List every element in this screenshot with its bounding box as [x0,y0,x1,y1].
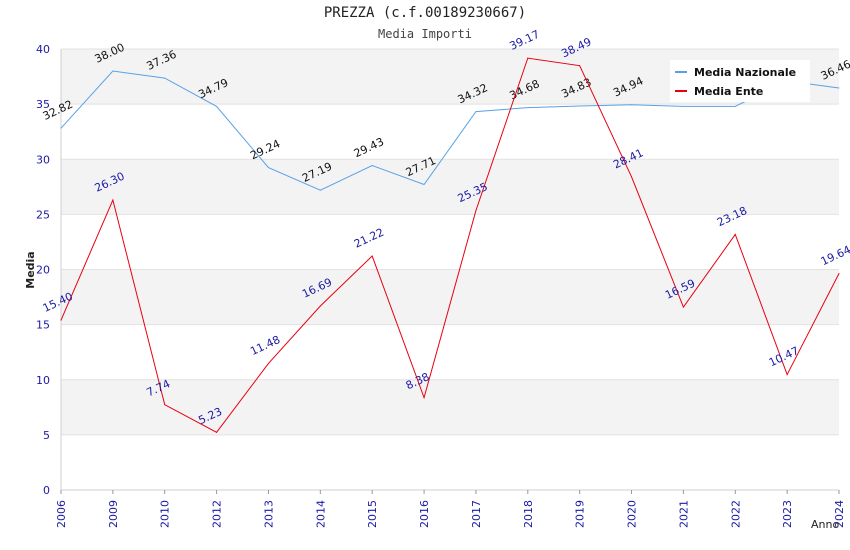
x-tick-label: 2023 [781,500,794,528]
y-tick-label: 25 [36,208,50,221]
data-point [423,183,425,185]
grid-band [61,379,839,435]
y-axis-title: Media [24,251,37,288]
data-point [579,65,581,67]
data-point [838,272,840,274]
data-point [112,199,114,201]
data-point [371,165,373,167]
data-point [527,107,529,109]
x-tick-label: 2012 [211,500,224,528]
data-point [734,233,736,235]
x-axis-title: Anno [811,518,839,531]
data-point [60,127,62,129]
series-line [60,57,840,433]
data-point [786,374,788,376]
x-tick-label: 2020 [626,500,639,528]
legend-label: Media Ente [694,85,763,98]
data-point [682,105,684,107]
data-point [423,397,425,399]
grid-band [61,159,839,215]
y-tick-label: 30 [36,153,50,166]
series-line [60,70,840,191]
data-point [475,111,477,113]
data-point [267,167,269,169]
x-tick-label: 2024 [833,500,846,528]
data-point [734,105,736,107]
data-point [631,176,633,178]
x-tick-label: 2019 [574,500,587,528]
x-tick-label: 2021 [677,500,690,528]
data-point [319,305,321,307]
data-point [838,87,840,89]
data-point [631,104,633,106]
x-tick-label: 2015 [366,500,379,528]
legend-label: Media Nazionale [694,66,796,79]
y-tick-label: 5 [43,429,50,442]
data-point [371,255,373,257]
x-tick-label: 2018 [522,500,535,528]
chart-title: PREZZA (c.f.00189230667) [323,5,527,21]
grid-band [61,214,839,270]
y-tick-label: 15 [36,319,50,332]
data-point [319,189,321,191]
x-tick-label: 2009 [107,500,120,528]
grid-band [61,104,839,160]
x-tick-label: 2014 [314,500,327,528]
chart-subtitle: Media Importi [378,27,472,41]
grid-band [61,324,839,380]
data-point [60,319,62,321]
x-tick-label: 2006 [55,500,68,528]
data-point [579,105,581,107]
data-point [682,306,684,308]
y-tick-label: 0 [43,484,50,497]
data-point [475,210,477,212]
data-point [164,404,166,406]
data-point [216,431,218,433]
data-point [527,57,529,59]
y-tick-label: 40 [36,43,50,56]
x-tick-label: 2010 [159,500,172,528]
grid-band [61,434,839,490]
x-tick-label: 2017 [470,500,483,528]
x-tick-label: 2013 [262,500,275,528]
x-tick-label: 2016 [418,500,431,528]
y-tick-label: 20 [36,264,50,277]
legend-box [670,60,810,102]
data-point [112,70,114,72]
y-tick-label: 35 [36,98,50,111]
x-tick-label: 2022 [729,500,742,528]
data-point [216,105,218,107]
data-point [164,77,166,79]
y-tick-label: 10 [36,374,50,387]
data-point [267,362,269,364]
grid-band [61,269,839,325]
